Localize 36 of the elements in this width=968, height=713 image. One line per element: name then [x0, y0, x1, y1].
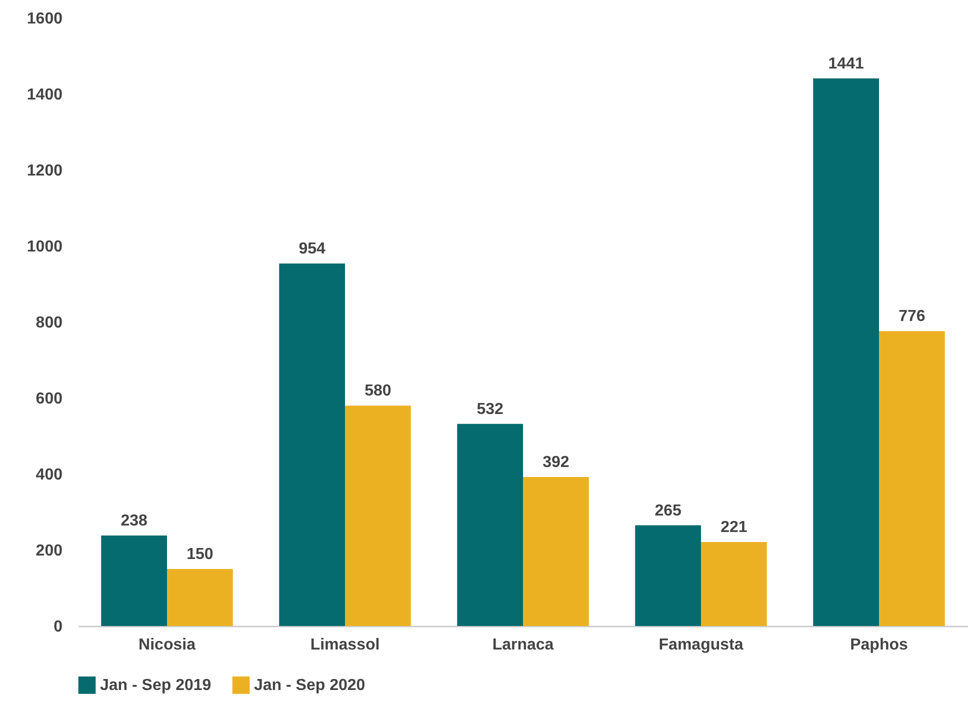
x-tick-label: Famagusta: [658, 636, 744, 654]
bar: [701, 542, 767, 626]
data-label: 776: [898, 308, 926, 326]
bar: [167, 569, 233, 626]
y-tick-label: 200: [36, 542, 63, 560]
bar: [101, 536, 167, 626]
y-tick-label: 400: [36, 466, 63, 484]
data-label: 954: [298, 240, 326, 258]
x-tick-label: Paphos: [850, 636, 908, 654]
data-label: 1441: [828, 55, 864, 72]
data-label: 150: [186, 546, 214, 563]
y-tick-label: 0: [54, 618, 63, 636]
bar: [879, 331, 945, 626]
y-tick-label: 1200: [26, 162, 63, 180]
bar: [635, 525, 701, 626]
y-tick-label: 600: [36, 390, 63, 408]
data-label: 265: [654, 502, 682, 520]
y-tick-label: 1600: [26, 10, 63, 28]
data-label: 238: [120, 512, 148, 530]
data-label: 532: [476, 400, 504, 418]
y-tick-label: 800: [36, 314, 63, 332]
bar: [279, 263, 345, 626]
x-tick-label: Limassol: [310, 636, 380, 654]
y-tick-label: 1400: [26, 86, 63, 104]
y-tick-label: 1000: [26, 238, 63, 256]
x-tick-label: Larnaca: [492, 636, 554, 654]
bar: [523, 477, 589, 626]
bar: [457, 424, 523, 626]
legend-label: Jan - Sep 2020: [254, 677, 366, 694]
data-label: 580: [364, 382, 392, 400]
legend-label: Jan - Sep 2019: [100, 677, 212, 694]
bar: [345, 406, 411, 626]
data-label: 221: [720, 519, 748, 536]
x-tick-label: Nicosia: [138, 636, 196, 654]
bar: [813, 78, 879, 626]
data-label: 392: [542, 454, 570, 472]
